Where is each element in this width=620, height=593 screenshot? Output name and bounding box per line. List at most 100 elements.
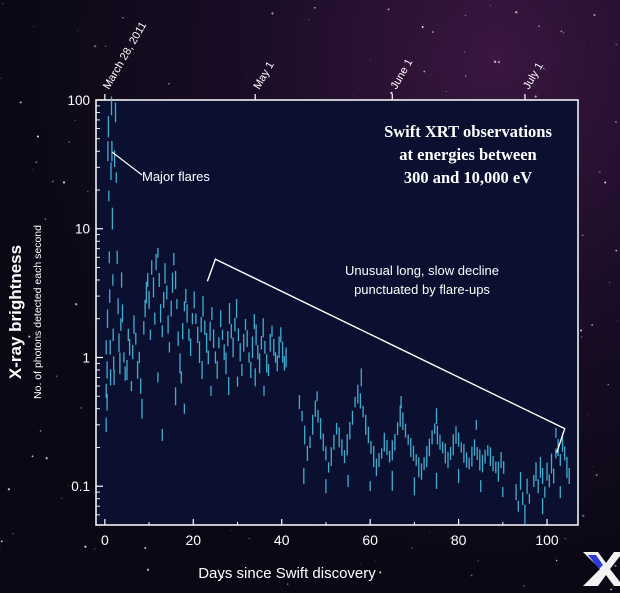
star (423, 70, 426, 73)
top-axis-date-label: May 1 (251, 60, 276, 92)
top-axis-date-label: July 1 (521, 61, 546, 92)
star (464, 14, 467, 16)
star (477, 560, 480, 562)
star (399, 79, 401, 82)
star (604, 181, 607, 184)
star (77, 30, 79, 32)
y-axis-label: X-ray brightness (6, 245, 25, 379)
star (68, 485, 70, 487)
star (40, 376, 43, 378)
star (7, 488, 11, 491)
star (0, 77, 2, 79)
star (449, 537, 452, 540)
top-axis-date-label: March 28, 2011 (101, 20, 149, 91)
star (49, 63, 51, 65)
star (12, 533, 14, 535)
star (590, 42, 592, 44)
star (271, 12, 274, 15)
y-tick-label: 0.1 (71, 479, 90, 494)
star (582, 514, 585, 517)
star (431, 31, 434, 33)
x-tick-label: 20 (185, 532, 201, 548)
x-axis-label: Days since Swift discovery (198, 565, 376, 582)
star (105, 45, 107, 47)
star (390, 91, 393, 95)
y-axis-sublabel: No. of photons detected each second (32, 225, 44, 399)
star (1, 2, 4, 5)
x-tick-label: 100 (535, 532, 559, 548)
star (615, 249, 618, 252)
star (19, 101, 22, 104)
star (287, 583, 289, 585)
star (615, 43, 617, 46)
chart-title-line-2: at energies between (399, 145, 536, 164)
star (391, 84, 393, 87)
star (246, 74, 248, 75)
y-tick-label: 1 (82, 350, 90, 365)
star (523, 585, 525, 587)
star (615, 121, 617, 123)
star (314, 7, 316, 9)
star (6, 146, 7, 148)
x-tick-label: 0 (101, 532, 109, 548)
star (409, 60, 411, 62)
star (411, 547, 413, 549)
star (445, 91, 447, 93)
star (93, 548, 96, 550)
star (448, 532, 450, 533)
star (595, 474, 598, 476)
star (31, 455, 34, 458)
star (562, 31, 565, 34)
star (515, 11, 518, 14)
x-tick-label: 80 (451, 532, 467, 548)
y-tick-label: 10 (75, 222, 90, 237)
star (33, 25, 35, 27)
star (465, 75, 467, 77)
star (75, 303, 78, 306)
star (87, 190, 89, 193)
x-tick-label: 40 (274, 532, 290, 548)
star (28, 335, 31, 338)
star (68, 141, 71, 144)
star (0, 545, 1, 547)
star (429, 531, 431, 533)
data-series (105, 96, 570, 525)
star (36, 135, 39, 138)
star (306, 71, 307, 73)
star (598, 171, 601, 174)
star (84, 545, 87, 548)
star (374, 560, 376, 562)
star (610, 588, 612, 591)
star (98, 526, 100, 528)
star (591, 33, 593, 34)
star (421, 26, 424, 28)
star (353, 95, 355, 97)
annotation-major-flares-pointer (111, 151, 143, 176)
plot-area (96, 100, 578, 525)
star (547, 537, 550, 540)
star (387, 8, 390, 11)
star (593, 14, 596, 16)
star (144, 547, 147, 549)
star (543, 68, 545, 70)
star (534, 95, 537, 98)
star (288, 0, 290, 2)
annotation-decline-line-1: Unusual long, slow decline (345, 263, 499, 278)
star (167, 82, 170, 85)
star (581, 234, 584, 237)
star (80, 406, 83, 409)
annotation-major-flares: Major flares (142, 169, 210, 184)
star (32, 169, 34, 171)
star (231, 529, 233, 531)
star (370, 59, 371, 60)
star (555, 559, 558, 562)
star (591, 324, 593, 326)
star (146, 568, 150, 571)
x-tick-label: 60 (362, 532, 378, 548)
star (609, 282, 611, 284)
star (56, 375, 58, 377)
star (248, 537, 251, 540)
star (45, 457, 48, 460)
